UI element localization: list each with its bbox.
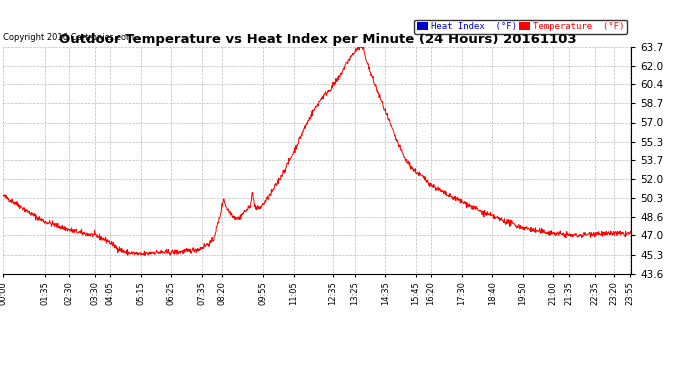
- Text: Copyright 2016 Cartronics.com: Copyright 2016 Cartronics.com: [3, 33, 135, 42]
- Title: Outdoor Temperature vs Heat Index per Minute (24 Hours) 20161103: Outdoor Temperature vs Heat Index per Mi…: [59, 33, 576, 46]
- Legend: Heat Index  (°F), Temperature  (°F): Heat Index (°F), Temperature (°F): [414, 20, 627, 34]
